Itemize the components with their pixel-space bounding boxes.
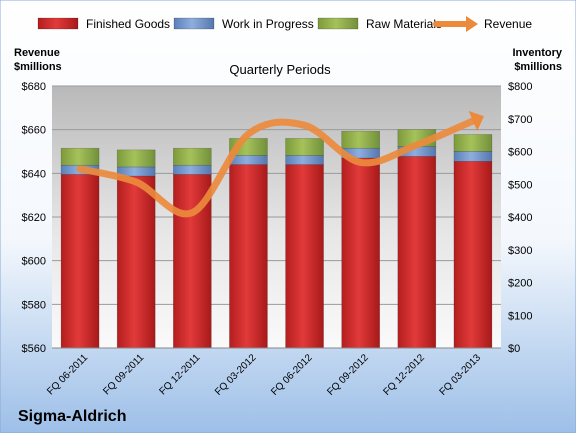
left-axis-title-line1: Revenue	[14, 47, 60, 59]
left-axis-tick-label: $560	[22, 343, 46, 355]
right-axis-tick-label: $800	[508, 81, 532, 93]
finished-goods-bar	[397, 156, 437, 349]
left-axis-ticks: $560 $580 $600 $620 $640 $660 $680	[22, 81, 46, 355]
revenue-arrowhead	[468, 110, 484, 132]
finished-goods-bar	[453, 161, 493, 349]
left-axis-tick-label: $620	[22, 212, 46, 224]
work-in-progress-bar	[173, 164, 212, 175]
legend-label: Raw Materials	[366, 17, 442, 31]
right-axis-tick-label: $500	[508, 179, 532, 191]
finished-goods-bar	[285, 164, 324, 349]
left-axis-tick-label: $640	[22, 168, 46, 180]
legend-label: Work in Progress	[222, 17, 314, 31]
raw-materials-bar	[285, 138, 324, 156]
legend-swatch	[317, 17, 359, 30]
left-axis-tick-label: $580	[22, 299, 46, 311]
right-axis-tick-label: $0	[508, 343, 520, 355]
legend-swatch	[173, 17, 215, 30]
right-axis-title-line2: $millions	[514, 61, 562, 73]
legend-label: Finished Goods	[86, 17, 170, 31]
right-axis-title-line1: Inventory	[512, 47, 562, 59]
legend-label: Revenue	[484, 17, 532, 31]
finished-goods-bar	[60, 174, 100, 349]
left-axis-tick-label: $680	[22, 81, 46, 93]
raw-materials-bar	[60, 147, 100, 166]
raw-materials-bar	[453, 134, 493, 152]
right-axis-tick-label: $300	[508, 245, 532, 257]
left-axis-tick-label: $660	[22, 125, 46, 137]
work-in-progress-bar	[285, 155, 324, 165]
finished-goods-bar	[229, 164, 268, 349]
work-in-progress-bar	[453, 151, 493, 162]
raw-materials-bar	[116, 149, 156, 168]
left-axis-title-line2: $millions	[14, 61, 62, 73]
finished-goods-bar	[341, 157, 380, 349]
right-axis-tick-label: $700	[508, 114, 532, 126]
legend-arrow-icon	[466, 16, 478, 32]
revenue-line	[76, 117, 477, 218]
right-axis-tick-label: $400	[508, 212, 532, 224]
raw-materials-bar	[173, 147, 212, 166]
raw-materials-bar	[341, 130, 380, 149]
left-axis-tick-label: $600	[22, 256, 46, 268]
finished-goods-bar	[116, 175, 156, 349]
right-axis-tick-label: $600	[508, 147, 532, 159]
right-axis-tick-label: $200	[508, 278, 532, 290]
right-axis-ticks: $0 $100 $200 $300 $400 $500 $600 $700 $800	[508, 81, 532, 355]
chart-title: Quarterly Periods	[229, 62, 331, 77]
legend-swatch	[37, 17, 79, 30]
company-name: Sigma-Aldrich	[18, 408, 126, 425]
right-axis-tick-label: $100	[508, 310, 532, 322]
legend: Finished Goods Work in Progress Raw Materi…	[37, 16, 532, 32]
revenue-line-group	[76, 110, 484, 218]
